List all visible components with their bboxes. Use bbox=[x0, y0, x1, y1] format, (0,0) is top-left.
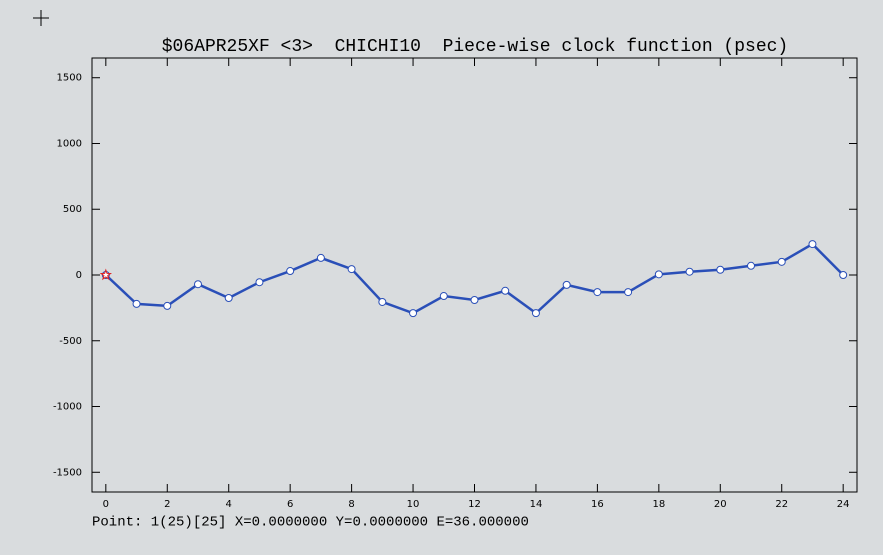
data-point bbox=[286, 267, 295, 276]
data-point bbox=[654, 270, 663, 279]
crosshair-cursor bbox=[33, 10, 49, 26]
data-point bbox=[439, 292, 448, 301]
y-tick-label: -500 bbox=[59, 336, 82, 347]
x-tick-label: 6 bbox=[287, 499, 293, 510]
x-tick-label: 14 bbox=[530, 499, 543, 510]
x-tick-label: 18 bbox=[652, 499, 665, 510]
y-tick-label: 0 bbox=[76, 270, 82, 281]
data-point bbox=[531, 309, 540, 318]
y-tick-label: 1000 bbox=[57, 138, 82, 149]
x-tick-label: 16 bbox=[591, 499, 604, 510]
x-tick-label: 20 bbox=[714, 499, 727, 510]
data-point bbox=[409, 309, 418, 318]
data-point bbox=[255, 278, 264, 287]
data-point bbox=[316, 253, 325, 262]
x-tick-label: 22 bbox=[775, 499, 788, 510]
x-tick-label: 12 bbox=[468, 499, 481, 510]
data-point bbox=[163, 301, 172, 310]
data-point bbox=[716, 265, 725, 274]
x-tick-label: 2 bbox=[164, 499, 170, 510]
selected-point bbox=[99, 268, 113, 281]
x-tick-label: 10 bbox=[407, 499, 420, 510]
data-point bbox=[624, 288, 633, 297]
y-tick-label: 500 bbox=[63, 204, 82, 215]
data-point bbox=[685, 267, 694, 276]
status-line: Point: 1(25)[25] X=0.0000000 Y=0.0000000… bbox=[92, 515, 529, 531]
data-point bbox=[839, 271, 848, 279]
y-tick-label: 1500 bbox=[57, 73, 82, 84]
data-point bbox=[193, 280, 202, 289]
data-point bbox=[224, 294, 233, 303]
data-point bbox=[808, 240, 817, 249]
data-point bbox=[562, 280, 571, 289]
data-point bbox=[747, 261, 756, 270]
y-tick-label: -1500 bbox=[53, 467, 82, 478]
x-tick-label: 0 bbox=[103, 499, 109, 510]
chart-title: $06APR25XF <3> CHICHI10 Piece-wise clock… bbox=[162, 37, 789, 57]
data-point bbox=[777, 257, 786, 266]
data-point bbox=[593, 288, 602, 297]
data-point bbox=[378, 297, 387, 306]
x-tick-label: 4 bbox=[226, 499, 232, 510]
data-point bbox=[501, 286, 510, 295]
data-point bbox=[132, 299, 141, 308]
data-point bbox=[347, 265, 356, 274]
y-tick-label: -1000 bbox=[53, 402, 82, 413]
data-point bbox=[470, 295, 479, 304]
x-tick-label: 24 bbox=[837, 499, 850, 510]
x-tick-label: 8 bbox=[348, 499, 354, 510]
